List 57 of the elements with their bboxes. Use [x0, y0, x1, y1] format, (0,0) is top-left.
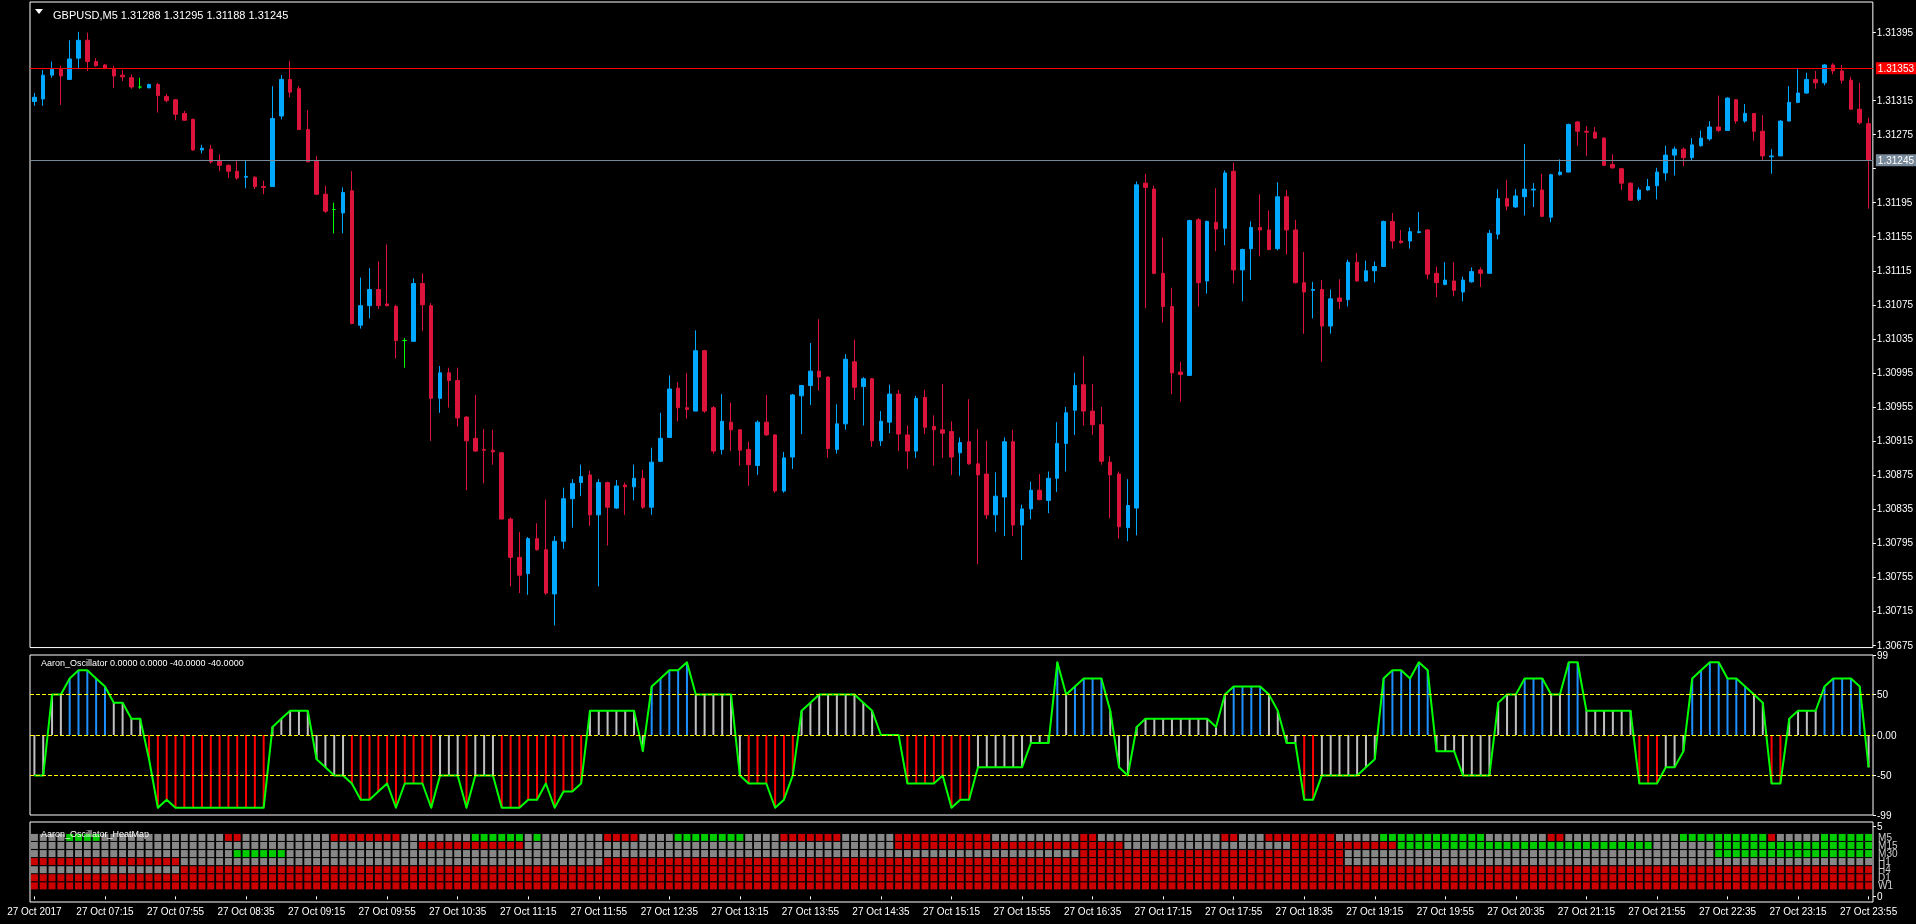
x-tick-label: 27 Oct 10:35 [429, 905, 487, 917]
y-tick-label: 99 [1877, 649, 1889, 661]
x-tick-label: 27 Oct 23:15 [1769, 905, 1828, 917]
x-tick-label: 27 Oct 16:35 [1063, 905, 1122, 917]
x-tick-label: 27 Oct 20:35 [1487, 905, 1545, 917]
x-tick-label: 27 Oct 23:55 [1839, 905, 1898, 917]
x-tick-label: 27 Oct 15:55 [993, 905, 1052, 917]
y-tick-label: 1.31275 [1876, 129, 1914, 141]
x-tick-label: 27 Oct 08:35 [217, 905, 276, 917]
x-tick-label: 27 Oct 21:15 [1557, 905, 1616, 917]
y-tick-label: 1.30755 [1876, 571, 1914, 583]
x-tick-label: 27 Oct 18:35 [1275, 905, 1334, 917]
x-tick-label: 27 Oct 14:35 [852, 905, 911, 917]
text: Aaron_Oscillator_HeatMap [41, 828, 150, 839]
x-tick-label: 27 Oct 13:15 [711, 905, 769, 917]
y-tick-label: 1.30715 [1876, 605, 1914, 617]
y-tick-label: 1.30915 [1876, 435, 1914, 447]
x-tick-label: 27 Oct 12:35 [640, 905, 699, 917]
x-tick-label: 27 Oct 11:55 [570, 905, 628, 917]
y-tick-label: 1.31075 [1876, 299, 1914, 311]
x-tick-label: 27 Oct 17:15 [1134, 905, 1193, 917]
x-tick-label: 27 Oct 09:15 [287, 905, 346, 917]
y-tick-label: 5 [1877, 820, 1883, 832]
y-tick-label: 1.31315 [1876, 95, 1914, 107]
y-tick-label: 0 [1877, 890, 1883, 902]
x-tick-label: 27 Oct 2017 [7, 905, 63, 917]
x-tick-label: 27 Oct 17:55 [1205, 905, 1263, 917]
y-tick-label: 1.31035 [1876, 333, 1914, 345]
y-tick-label: 1.31195 [1876, 197, 1913, 209]
y-tick-label: -50 [1877, 769, 1892, 781]
y-tick-label: 1.30795 [1876, 537, 1914, 549]
x-tick-label: 27 Oct 07:15 [76, 905, 135, 917]
ref-line-label: 1.31245 [1877, 154, 1915, 166]
x-tick-label: 27 Oct 19:55 [1416, 905, 1475, 917]
y-tick-label: 1.30835 [1876, 503, 1914, 515]
text: GBPUSD,M5 1.31288 1.31295 1.31188 1.31245 [53, 8, 289, 21]
y-tick-label: 1.31115 [1876, 265, 1912, 277]
ref-line-label: 1.31353 [1877, 62, 1915, 74]
y-tick-label: 1.30995 [1876, 367, 1914, 379]
x-tick-label: 27 Oct 07:55 [146, 905, 205, 917]
x-tick-label: 27 Oct 21:55 [1628, 905, 1687, 917]
x-tick-label: 27 Oct 11:15 [499, 905, 557, 917]
chart-title: Aaron_Oscillator 0.0000 0.0000 -40.0000 -40.0000 [41, 657, 244, 668]
y-tick-label: 1.31155 [1876, 231, 1913, 243]
y-tick-label: 0.00 [1877, 729, 1897, 741]
y-tick-label: 50 [1877, 689, 1889, 701]
y-tick-label: 1.30875 [1876, 469, 1914, 481]
y-tick-label: 1.30955 [1876, 401, 1914, 413]
y-tick-label: 1.31395 [1876, 27, 1914, 39]
x-tick-label: 27 Oct 15:15 [922, 905, 981, 917]
y-tick-label: 1.30675 [1876, 639, 1914, 651]
series-label: M5 [1878, 831, 1893, 843]
x-tick-label: 27 Oct 22:35 [1698, 905, 1757, 917]
x-tick-label: 27 Oct 09:55 [358, 905, 417, 917]
x-tick-label: 27 Oct 13:55 [781, 905, 840, 917]
y-tick-label: -99 [1877, 809, 1892, 821]
x-tick-label: 27 Oct 19:15 [1346, 905, 1404, 917]
